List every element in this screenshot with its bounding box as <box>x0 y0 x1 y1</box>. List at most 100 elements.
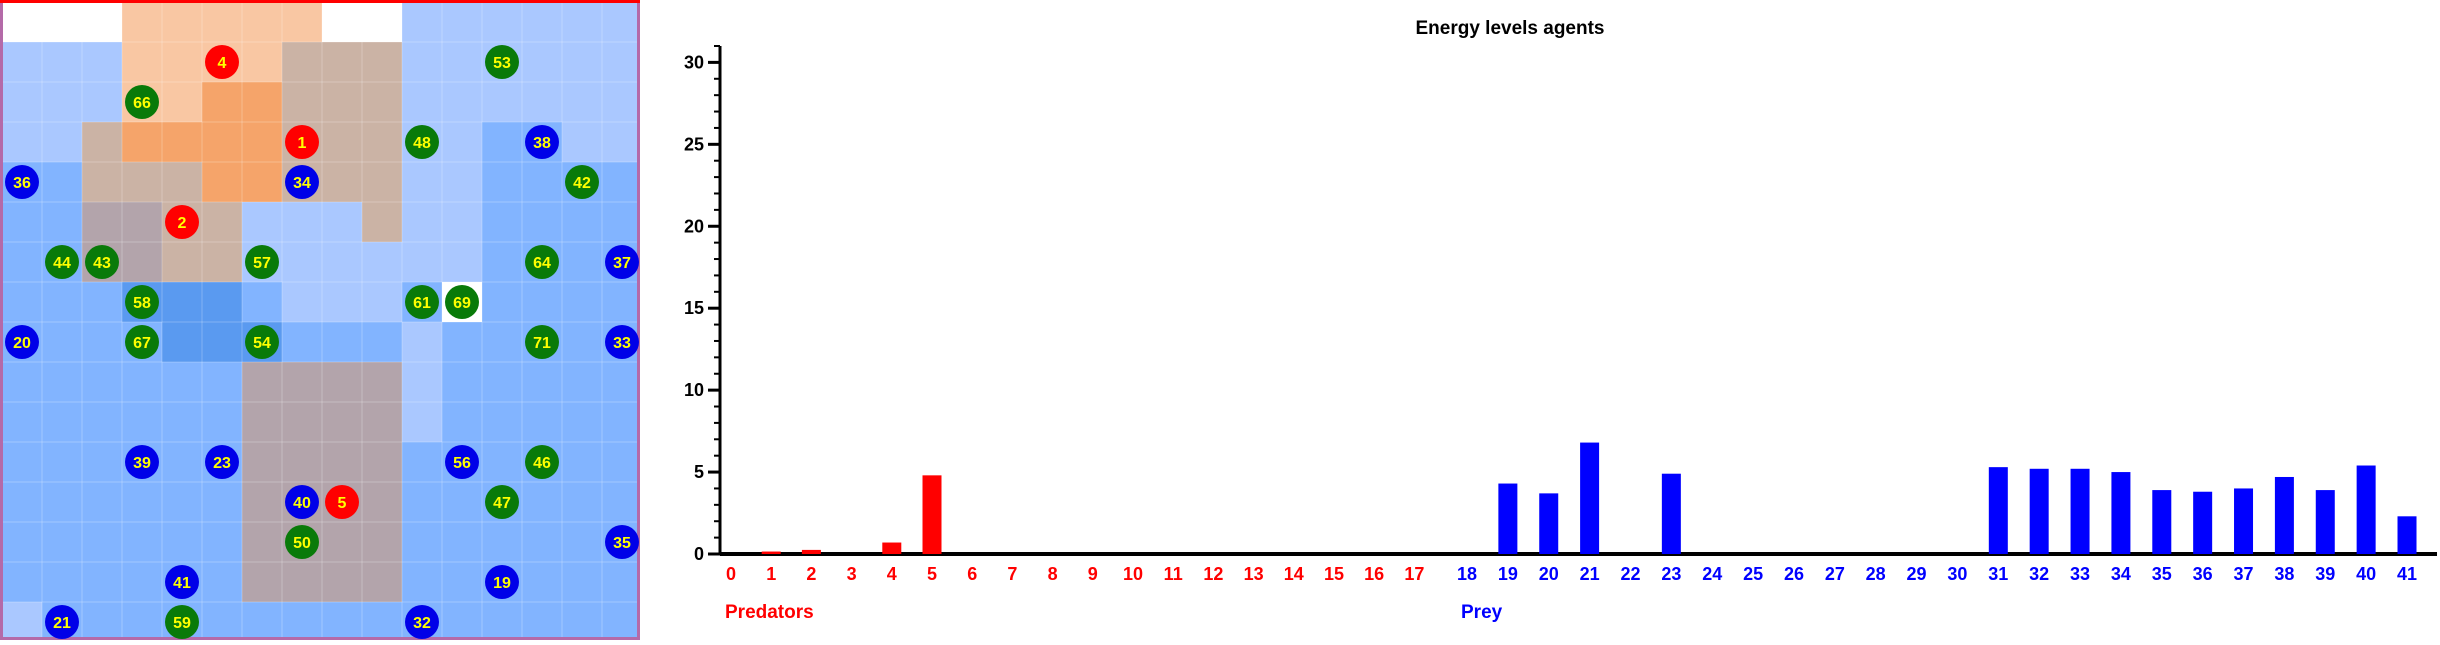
grid-cell <box>82 82 122 122</box>
grid-cell <box>322 322 362 362</box>
agent-label: 67 <box>133 335 151 352</box>
grid-cell <box>282 602 322 642</box>
grid-cell <box>482 242 522 282</box>
x-tick-label: 31 <box>1988 564 2008 584</box>
predator-agent: 1 <box>285 125 319 159</box>
grid-cell <box>402 522 442 562</box>
x-tick-label: 22 <box>1620 564 1640 584</box>
bar-4 <box>882 542 902 554</box>
bar-31 <box>1988 467 2008 554</box>
grid-cell <box>522 602 562 642</box>
x-tick-label: 18 <box>1457 564 1477 584</box>
grid-cell <box>562 82 602 122</box>
agent-label: 69 <box>453 295 471 312</box>
grid-cell <box>202 402 242 442</box>
grid-cell <box>482 602 522 642</box>
grid-cell <box>122 162 162 202</box>
x-tick-label: 15 <box>1324 564 1344 584</box>
grid-cell <box>162 122 202 162</box>
grid-cell <box>2 442 42 482</box>
grid-cell <box>402 562 442 602</box>
agent-label: 2 <box>178 215 187 232</box>
grid-cell <box>482 122 522 162</box>
prey-agent: 38 <box>525 125 559 159</box>
x-tick-label: 9 <box>1088 564 1098 584</box>
plant-marker <box>405 125 439 159</box>
agent-label: 33 <box>613 335 631 352</box>
prey-marker <box>125 445 159 479</box>
grid-cell <box>42 402 82 442</box>
grid-cell <box>282 362 322 402</box>
grid-cell <box>202 2 242 42</box>
bar-32 <box>2029 468 2049 554</box>
grid-cell <box>602 162 642 202</box>
grid-cell <box>282 202 322 242</box>
grid-cell <box>362 322 402 362</box>
grid-cell <box>482 402 522 442</box>
grid-cell <box>562 42 602 82</box>
grid-cell <box>82 402 122 442</box>
grid-cell <box>562 282 602 322</box>
grid-cell <box>162 42 202 82</box>
grid-cell <box>42 482 82 522</box>
agent-label: 53 <box>493 55 511 72</box>
x-tick-label: 16 <box>1364 564 1384 584</box>
grid-cell <box>282 2 322 42</box>
grid-cell <box>402 42 442 82</box>
grid-cell <box>482 362 522 402</box>
grid-cell <box>442 522 482 562</box>
grid-cell <box>442 2 482 42</box>
bar-35 <box>2152 490 2172 554</box>
grid-cell <box>522 362 562 402</box>
grid-cell <box>362 562 402 602</box>
agent-label: 38 <box>533 135 551 152</box>
prey-marker <box>605 245 639 279</box>
bar-2 <box>801 549 821 554</box>
grid-cell <box>402 482 442 522</box>
x-tick-label: 40 <box>2356 564 2376 584</box>
plant-marker <box>525 325 559 359</box>
predator-marker <box>165 205 199 239</box>
x-tick-label: 19 <box>1498 564 1518 584</box>
grid-cell <box>522 402 562 442</box>
plant-marker <box>525 245 559 279</box>
plant-marker <box>245 325 279 359</box>
agent-label: 42 <box>573 175 591 192</box>
x-tick-label: 32 <box>2029 564 2049 584</box>
prey-agent: 40 <box>285 485 319 519</box>
grid-cell <box>442 602 482 642</box>
grid-cell <box>402 402 442 442</box>
plant-marker <box>405 285 439 319</box>
grid-cell <box>322 442 362 482</box>
grid-cell <box>42 42 82 82</box>
grid-cell <box>522 162 562 202</box>
agent-label: 46 <box>533 455 551 472</box>
grid-cell <box>242 282 282 322</box>
grid-cell <box>362 602 402 642</box>
grid-cell <box>162 242 202 282</box>
agent-label: 39 <box>133 455 151 472</box>
grid-cell <box>482 282 522 322</box>
grid-cell <box>482 82 522 122</box>
grid-cell <box>2 482 42 522</box>
grid-cell <box>282 42 322 82</box>
plant-marker <box>565 165 599 199</box>
grid-cell <box>42 202 82 242</box>
grid-cell <box>162 82 202 122</box>
y-tick-label: 15 <box>684 298 704 318</box>
grid-cell <box>442 42 482 82</box>
x-tick-label: 2 <box>806 564 816 584</box>
grid-cell <box>562 442 602 482</box>
grid-cell <box>122 602 162 642</box>
grid-cell <box>402 362 442 402</box>
grid-cell <box>322 522 362 562</box>
grid-cell <box>562 2 602 42</box>
agent-label: 4 <box>218 55 227 72</box>
grid-cell <box>522 562 562 602</box>
agent-label: 48 <box>413 135 431 152</box>
plant-agent: 46 <box>525 445 559 479</box>
agent-label: 54 <box>253 335 271 352</box>
grid-cell <box>82 482 122 522</box>
plant-agent: 69 <box>442 282 482 322</box>
